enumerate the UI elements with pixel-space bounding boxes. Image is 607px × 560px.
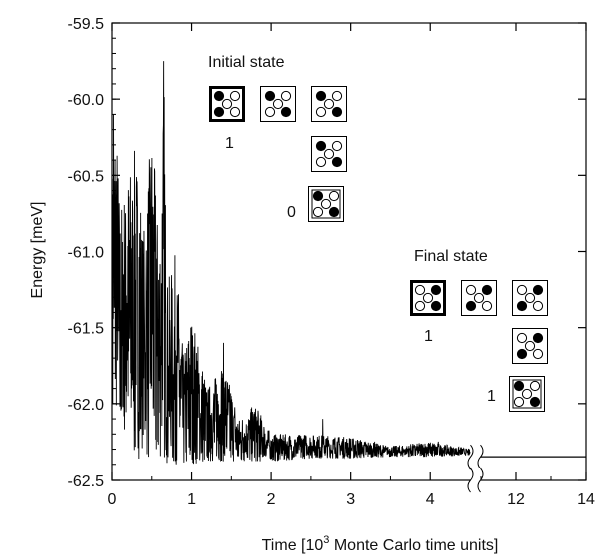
filled-site bbox=[430, 284, 442, 296]
break-mark bbox=[477, 467, 484, 493]
empty-site bbox=[320, 198, 332, 210]
initial-label-top: 1 bbox=[225, 135, 234, 152]
initial-config-5 bbox=[308, 186, 344, 222]
empty-site bbox=[264, 106, 276, 118]
empty-site bbox=[331, 90, 343, 102]
empty-site bbox=[414, 284, 426, 296]
x-axis-title: Time [103 Monte Carlo time units] bbox=[262, 534, 499, 554]
final-config-3 bbox=[512, 280, 548, 316]
y-tick-label: -62.5 bbox=[68, 473, 105, 490]
energy-series bbox=[111, 61, 471, 465]
filled-site bbox=[513, 380, 525, 392]
x-tick-label: 0 bbox=[108, 491, 117, 508]
x-tick-label: 3 bbox=[346, 491, 355, 508]
filled-site bbox=[529, 396, 541, 408]
filled-site bbox=[331, 106, 343, 118]
filled-site bbox=[264, 90, 276, 102]
axis-break-marks bbox=[467, 444, 484, 493]
empty-site bbox=[328, 190, 340, 202]
x-tick-label: 14 bbox=[577, 491, 595, 508]
filled-site bbox=[331, 156, 343, 168]
break-mark bbox=[467, 444, 474, 470]
empty-site bbox=[516, 332, 528, 344]
filled-site bbox=[280, 106, 292, 118]
filled-site bbox=[328, 206, 340, 218]
empty-site bbox=[524, 340, 536, 352]
configuration-icons bbox=[209, 86, 548, 412]
empty-site bbox=[422, 292, 434, 304]
empty-site bbox=[529, 380, 541, 392]
filled-site bbox=[465, 300, 477, 312]
initial-state-title: Initial state bbox=[208, 54, 285, 71]
empty-site bbox=[229, 90, 241, 102]
empty-site bbox=[481, 300, 493, 312]
initial-config-3 bbox=[311, 86, 347, 122]
y-tick-label: -60.0 bbox=[68, 92, 105, 109]
empty-site bbox=[414, 300, 426, 312]
final-config-5 bbox=[509, 376, 545, 412]
final-label-bottom: 1 bbox=[487, 388, 496, 405]
empty-site bbox=[331, 140, 343, 152]
y-tick-label: -61.0 bbox=[68, 245, 105, 262]
break-mark bbox=[477, 444, 484, 470]
x-tick-label: 1 bbox=[187, 491, 196, 508]
filled-site bbox=[532, 284, 544, 296]
filled-site bbox=[213, 90, 225, 102]
final-config-1 bbox=[410, 280, 446, 316]
empty-site bbox=[272, 98, 284, 110]
initial-label-bottom: 0 bbox=[287, 204, 296, 221]
final-label-top: 1 bbox=[424, 328, 433, 345]
filled-site bbox=[430, 300, 442, 312]
empty-site bbox=[473, 292, 485, 304]
filled-site bbox=[481, 284, 493, 296]
x-tick-label: 12 bbox=[507, 491, 525, 508]
x-axis-title-post: Monte Carlo time units] bbox=[329, 537, 498, 554]
final-config-4 bbox=[512, 328, 548, 364]
empty-site bbox=[280, 90, 292, 102]
y-tick-label: -62.0 bbox=[68, 397, 105, 414]
config-frame-inner bbox=[311, 189, 341, 219]
x-axis-title-sup: 3 bbox=[323, 534, 329, 546]
final-config-2 bbox=[461, 280, 497, 316]
empty-site bbox=[221, 98, 233, 110]
empty-site bbox=[524, 292, 536, 304]
y-tick-label: -59.5 bbox=[68, 16, 105, 33]
break-gap bbox=[470, 468, 481, 492]
filled-site bbox=[312, 190, 324, 202]
x-tick-label: 4 bbox=[426, 491, 435, 508]
initial-config-2 bbox=[260, 86, 296, 122]
initial-config-4 bbox=[311, 136, 347, 172]
energy-trace bbox=[111, 61, 471, 465]
empty-site bbox=[229, 106, 241, 118]
filled-site bbox=[315, 90, 327, 102]
empty-site bbox=[323, 98, 335, 110]
filled-site bbox=[213, 106, 225, 118]
y-tick-label: -60.5 bbox=[68, 168, 105, 185]
empty-site bbox=[312, 206, 324, 218]
filled-site bbox=[532, 332, 544, 344]
empty-site bbox=[532, 300, 544, 312]
empty-site bbox=[521, 388, 533, 400]
y-axis-title: Energy [meV] bbox=[29, 202, 46, 299]
initial-config-1 bbox=[209, 86, 245, 122]
config-frame-inner bbox=[512, 379, 542, 409]
filled-site bbox=[315, 140, 327, 152]
empty-site bbox=[315, 156, 327, 168]
empty-site bbox=[323, 148, 335, 160]
x-axis-title-pre: Time [10 bbox=[262, 537, 324, 554]
empty-site bbox=[513, 396, 525, 408]
empty-site bbox=[532, 348, 544, 360]
empty-site bbox=[516, 284, 528, 296]
filled-site bbox=[516, 348, 528, 360]
break-gap bbox=[470, 445, 481, 470]
filled-site bbox=[516, 300, 528, 312]
x-axis: 0 1 2 3 4 12 14 bbox=[108, 23, 595, 508]
empty-site bbox=[465, 284, 477, 296]
empty-site bbox=[315, 106, 327, 118]
y-tick-label: -61.5 bbox=[68, 321, 105, 338]
break-mark bbox=[467, 467, 474, 493]
final-state-title: Final state bbox=[414, 248, 488, 265]
x-tick-label: 2 bbox=[267, 491, 276, 508]
